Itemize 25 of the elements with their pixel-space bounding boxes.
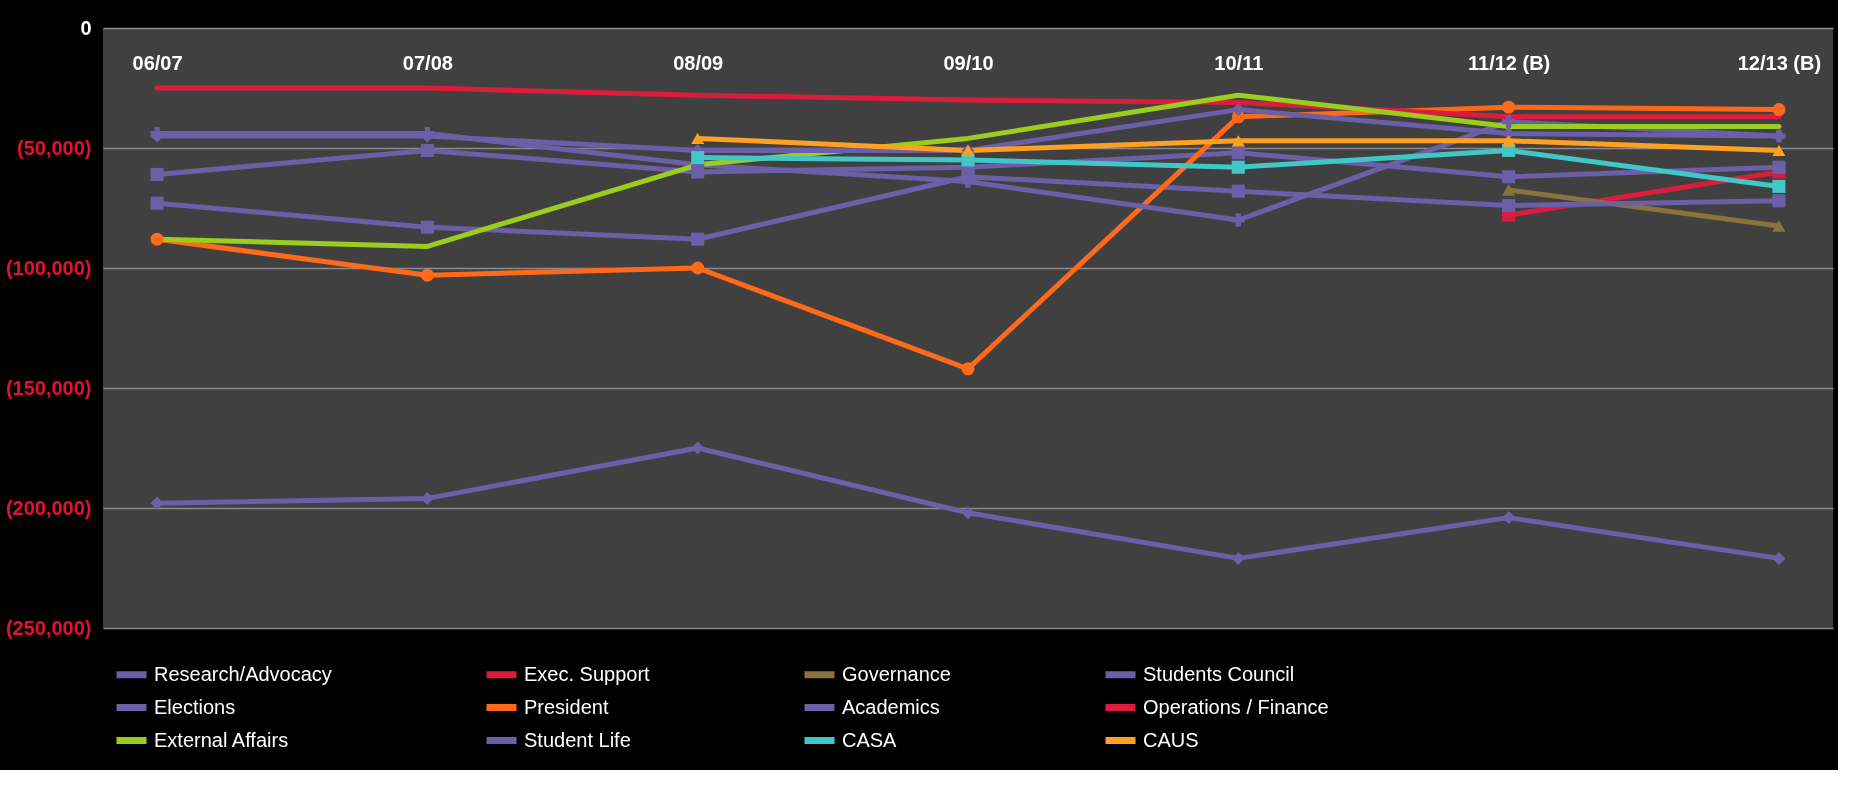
x-tick-label: 10/11 bbox=[1214, 51, 1264, 74]
y-tick-label: 0 bbox=[80, 16, 92, 39]
y-tick-label: (150,000) bbox=[5, 376, 92, 399]
legend-label: President bbox=[524, 695, 609, 718]
x-tick-label: 08/09 bbox=[673, 51, 724, 74]
legend-label: Research/Advocacy bbox=[154, 662, 332, 685]
x-tick-label: 06/07 bbox=[132, 51, 183, 74]
y-tick-label: (200,000) bbox=[5, 496, 92, 519]
x-tick-label: 11/12 (B) bbox=[1467, 51, 1551, 74]
legend-label: External Affairs bbox=[154, 728, 289, 751]
legend-label: CASA bbox=[842, 728, 898, 751]
x-tick-label: 07/08 bbox=[402, 51, 453, 74]
legend-label: Exec. Support bbox=[524, 662, 651, 685]
x-tick-label: 12/13 (B) bbox=[1737, 51, 1822, 74]
y-tick-label: (100,000) bbox=[5, 256, 92, 279]
legend-label: Students Council bbox=[1143, 662, 1295, 685]
x-tick-label: 09/10 bbox=[943, 51, 994, 74]
y-tick-label: (250,000) bbox=[5, 616, 92, 639]
y-tick-label: (50,000) bbox=[17, 136, 92, 159]
legend-label: Academics bbox=[842, 695, 940, 718]
legend-label: CAUS bbox=[1143, 728, 1199, 751]
legend-label: Governance bbox=[842, 662, 951, 685]
legend-label: Elections bbox=[154, 695, 236, 718]
legend-label: Operations / Finance bbox=[1143, 695, 1329, 718]
legend-label: Student Life bbox=[524, 728, 631, 751]
